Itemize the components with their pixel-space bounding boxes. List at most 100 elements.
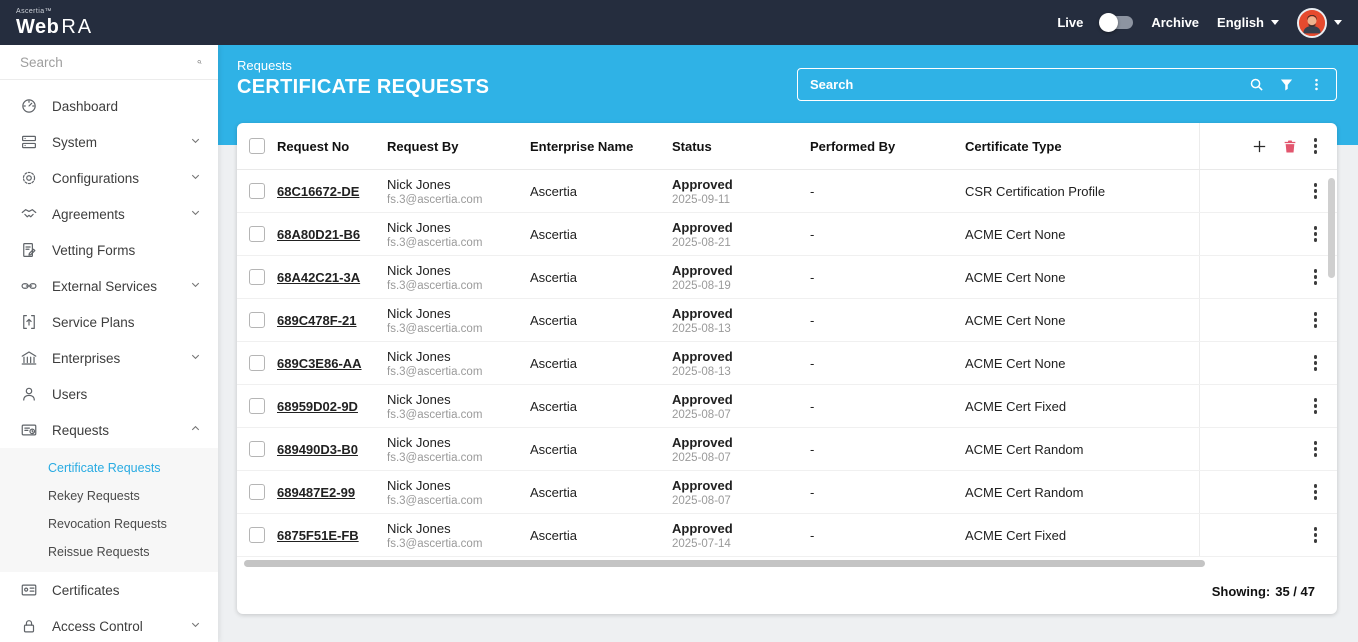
sidebar-item-system[interactable]: System — [0, 124, 218, 160]
table-row: 689C478F-21 Nick Jones fs.3@ascertia.com… — [237, 299, 1337, 342]
delete-icon[interactable] — [1282, 138, 1298, 155]
table-search[interactable] — [797, 68, 1337, 101]
kebab-icon[interactable] — [1312, 136, 1320, 156]
request-no-link[interactable]: 68A80D21-B6 — [277, 226, 361, 242]
request-no-link[interactable]: 6875F51E-FB — [277, 527, 359, 543]
row-checkbox[interactable] — [249, 355, 265, 371]
sidebar-item-certificates[interactable]: Certificates — [0, 572, 218, 608]
chevron-down-icon — [189, 350, 202, 366]
select-all-checkbox[interactable] — [249, 138, 265, 154]
kebab-icon[interactable] — [1312, 439, 1320, 459]
add-icon[interactable] — [1251, 138, 1268, 155]
request-by-name: Nick Jones — [387, 305, 451, 321]
request-by-email: fs.3@ascertia.com — [387, 193, 483, 206]
search-icon[interactable] — [1249, 77, 1264, 92]
enterprise-name: Ascertia — [530, 226, 577, 242]
search-icon — [197, 60, 202, 65]
certificate-type: ACME Cert Random — [965, 484, 1084, 500]
row-checkbox[interactable] — [249, 398, 265, 414]
kebab-icon[interactable] — [1312, 181, 1320, 201]
sidebar-item-rekey-requests[interactable]: Rekey Requests — [48, 489, 140, 503]
brand-logo[interactable]: Ascertia™ Web RA — [16, 8, 93, 37]
toggle-knob[interactable] — [1099, 13, 1119, 32]
user-menu[interactable] — [1297, 7, 1342, 38]
filter-icon[interactable] — [1279, 77, 1294, 92]
row-checkbox[interactable] — [249, 312, 265, 328]
sidebar-item-service-plans[interactable]: Service Plans — [0, 304, 218, 340]
sidebar-item-revocation-requests[interactable]: Revocation Requests — [48, 517, 167, 531]
service-plans-icon — [20, 313, 38, 331]
row-checkbox[interactable] — [249, 226, 265, 242]
row-checkbox[interactable] — [249, 441, 265, 457]
kebab-icon[interactable] — [1312, 353, 1320, 373]
sidebar-nav: Dashboard System Configurations Agreements V… — [0, 80, 218, 642]
vertical-scrollbar-thumb[interactable] — [1328, 178, 1335, 278]
sidebar-item-dashboard[interactable]: Dashboard — [0, 88, 218, 124]
request-by-email: fs.3@ascertia.com — [387, 236, 483, 249]
language-dropdown[interactable]: English — [1217, 15, 1279, 30]
chevron-down-icon — [189, 170, 202, 186]
table-row: 68C16672-DE Nick Jones fs.3@ascertia.com… — [237, 170, 1337, 213]
row-checkbox[interactable] — [249, 527, 265, 543]
sidebar-search-input[interactable] — [20, 54, 197, 70]
request-no-link[interactable]: 68A42C21-3A — [277, 269, 361, 285]
sidebar-item-label: System — [52, 134, 98, 150]
enterprise-name: Ascertia — [530, 484, 577, 500]
enterprise-name: Ascertia — [530, 441, 577, 457]
chevron-down-icon — [189, 206, 202, 222]
request-by-name: Nick Jones — [387, 391, 451, 407]
status-date: 2025-08-13 — [672, 365, 731, 378]
avatar[interactable] — [1297, 7, 1327, 38]
performed-by: - — [810, 527, 815, 543]
live-archive-toggle[interactable] — [1099, 13, 1134, 32]
configurations-icon — [20, 169, 38, 187]
request-no-link[interactable]: 689490D3-B0 — [277, 441, 358, 457]
sidebar-item-enterprises[interactable]: Enterprises — [0, 340, 218, 376]
kebab-icon[interactable] — [1312, 482, 1320, 502]
status-badge: Approved — [672, 305, 733, 321]
sidebar-item-requests[interactable]: Requests — [0, 412, 218, 448]
sidebar-item-label: Access Control — [52, 618, 143, 634]
sidebar-item-access-control[interactable]: Access Control — [0, 608, 218, 642]
sidebar-item-label: Service Plans — [52, 314, 135, 330]
certificate-type: ACME Cert None — [965, 355, 1066, 371]
table-row: 68A42C21-3A Nick Jones fs.3@ascertia.com… — [237, 256, 1337, 299]
kebab-icon[interactable] — [1312, 224, 1320, 244]
row-checkbox[interactable] — [249, 269, 265, 285]
horizontal-scrollbar-thumb[interactable] — [244, 560, 1205, 567]
table-search-input[interactable] — [810, 77, 1249, 92]
request-no-link[interactable]: 68959D02-9D — [277, 398, 358, 414]
request-no-link[interactable]: 68C16672-DE — [277, 183, 360, 199]
status-badge: Approved — [672, 176, 733, 192]
sidebar-item-external-services[interactable]: External Services — [0, 268, 218, 304]
request-by-name: Nick Jones — [387, 176, 451, 192]
kebab-icon[interactable] — [1312, 267, 1320, 287]
sidebar-item-vetting-forms[interactable]: Vetting Forms — [0, 232, 218, 268]
request-no-link[interactable]: 689C478F-21 — [277, 312, 357, 328]
row-checkbox[interactable] — [249, 484, 265, 500]
sidebar-item-configurations[interactable]: Configurations — [0, 160, 218, 196]
brand-webra: Web RA — [16, 16, 94, 38]
kebab-icon[interactable] — [1312, 396, 1320, 416]
sidebar-item-certificate-requests[interactable]: Certificate Requests — [48, 461, 161, 475]
kebab-icon[interactable] — [1312, 310, 1320, 330]
kebab-icon[interactable] — [1312, 525, 1320, 545]
certificate-type: ACME Cert Fixed — [965, 398, 1067, 414]
certificate-type: ACME Cert None — [965, 312, 1066, 328]
sidebar-item-reissue-requests[interactable]: Reissue Requests — [48, 545, 150, 559]
sidebar-item-users[interactable]: Users — [0, 376, 218, 412]
live-label: Live — [1057, 15, 1084, 30]
request-no-link[interactable]: 689487E2-99 — [277, 484, 356, 500]
request-by-email: fs.3@ascertia.com — [387, 279, 483, 292]
sidebar-search[interactable] — [0, 45, 218, 80]
requests-table-card: Request No Request By Enterprise Name Statu… — [237, 123, 1337, 614]
row-checkbox[interactable] — [249, 183, 265, 199]
sidebar-item-agreements[interactable]: Agreements — [0, 196, 218, 232]
kebab-icon[interactable] — [1309, 77, 1324, 92]
request-no-link[interactable]: 689C3E86-AA — [277, 355, 362, 371]
chevron-down-icon — [1271, 20, 1279, 25]
performed-by: - — [810, 398, 815, 414]
certificate-type: ACME Cert None — [965, 226, 1066, 242]
request-by-name: Nick Jones — [387, 520, 451, 536]
table-row: 689490D3-B0 Nick Jones fs.3@ascertia.com… — [237, 428, 1337, 471]
